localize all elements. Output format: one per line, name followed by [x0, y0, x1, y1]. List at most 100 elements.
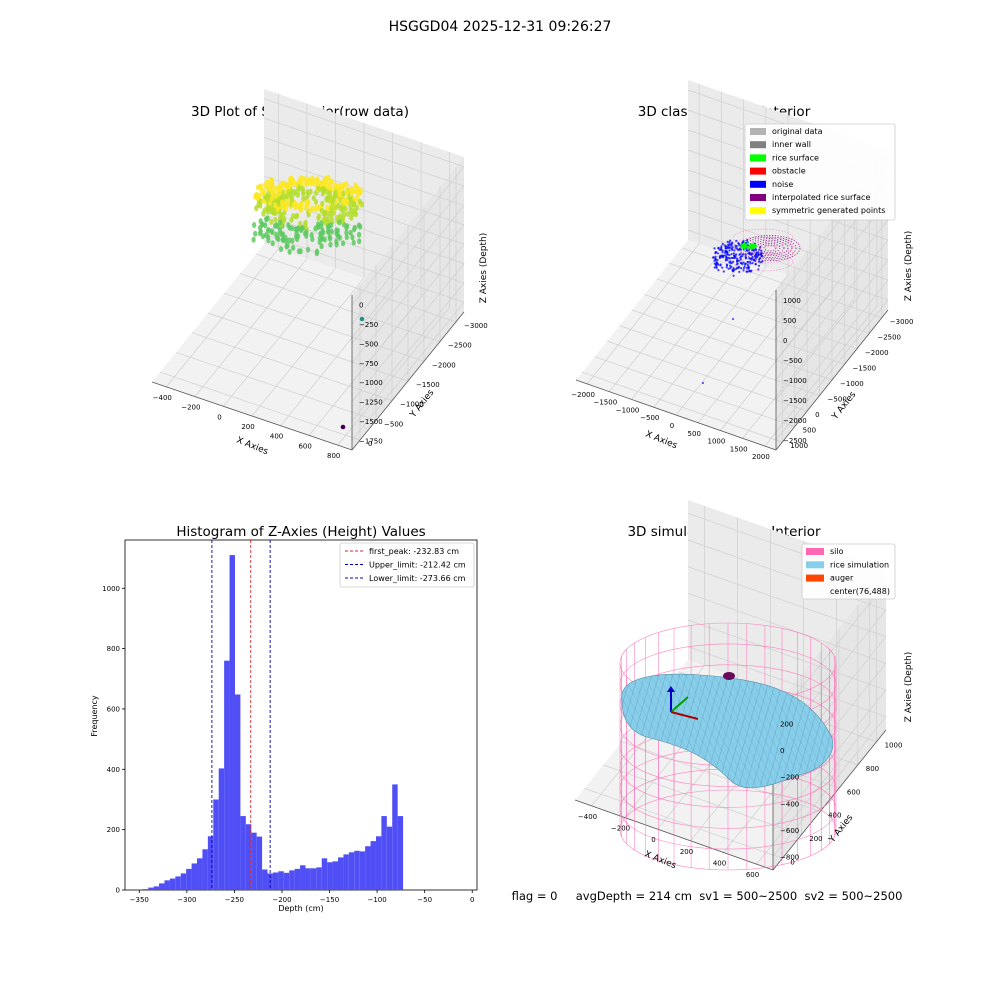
hist-bar — [142, 889, 149, 890]
cls-noise-point — [739, 252, 742, 255]
hist-reference-lines — [211, 540, 271, 890]
hist-bar — [289, 870, 295, 890]
raw-point — [287, 248, 292, 255]
status-footer: flag = 0 avgDepth = 214 cm sv1 = 500~250… — [512, 889, 903, 903]
cls-x-tick-label: −2000 — [571, 391, 595, 399]
cls-noise-point — [721, 249, 724, 252]
cls-noise-point — [758, 258, 761, 261]
cls-noise-point — [747, 265, 750, 268]
hist-bar — [191, 863, 198, 890]
raw-point — [349, 198, 354, 205]
raw-point — [345, 210, 351, 217]
cls-noise-point — [712, 256, 715, 259]
cls-y-tick-label: −1500 — [852, 364, 876, 372]
raw-point — [292, 190, 297, 197]
raw-point — [353, 188, 358, 195]
cls-noise-point — [747, 270, 750, 273]
raw-point — [329, 228, 334, 235]
sim-x-tick-label: 600 — [746, 871, 759, 879]
hist-bar — [197, 858, 203, 890]
cls-noise-point — [736, 257, 739, 260]
raw-point — [336, 202, 341, 209]
cls-noise-point — [737, 259, 741, 262]
cls-interpolated-surface — [743, 236, 797, 260]
hist-bar — [213, 799, 219, 890]
raw-x-axis-line — [151, 381, 353, 451]
sim-center-z-arrowhead — [667, 686, 675, 692]
sim-legend-label: silo — [830, 547, 844, 556]
cls-y-tick-label: −500 — [828, 396, 847, 404]
hist-bar — [272, 872, 279, 890]
hist-bar — [240, 816, 246, 890]
cls-noise-point — [714, 257, 717, 260]
cls-noise-point — [702, 382, 704, 384]
hist-bar — [175, 876, 181, 890]
raw-point — [338, 182, 344, 189]
hist-x-ticks: −350 −300 −250 −200 −150 −100 −50 0 — [130, 890, 474, 904]
hist-y-tick-label: 0 — [116, 887, 120, 895]
raw-point — [266, 227, 271, 234]
raw-point — [283, 193, 288, 200]
raw-point — [348, 229, 353, 236]
cls-noise-point — [745, 270, 748, 273]
cls-noise-point — [748, 251, 751, 254]
cls-noise-point — [759, 261, 762, 264]
cls-legend-swatch — [750, 141, 766, 149]
cls-noise-point — [717, 246, 720, 249]
cls-x-grid — [631, 99, 744, 400]
cls-interpolated-surface — [755, 241, 785, 255]
cls-noise-point — [729, 262, 732, 265]
raw-point — [260, 233, 265, 240]
raw-point — [280, 180, 285, 187]
cls-noise-point — [757, 268, 760, 271]
hist-bar — [148, 887, 154, 890]
raw-z-grid — [263, 233, 465, 441]
cls-noise-point — [717, 269, 720, 272]
raw-point — [295, 236, 300, 243]
raw-point — [316, 215, 321, 221]
raw-point — [251, 236, 256, 243]
cls-interpolated-surface — [739, 235, 801, 261]
cls-noise-point — [728, 249, 731, 252]
cls-noise-point — [739, 258, 742, 261]
cls-silo-ring — [732, 236, 794, 256]
cls-noise-point — [732, 274, 735, 277]
raw-point — [337, 191, 342, 198]
raw-point — [340, 198, 345, 205]
cls-noise-point — [730, 265, 733, 269]
raw-x-grid — [280, 132, 393, 426]
raw-point — [289, 197, 294, 204]
cls-noise-point — [715, 260, 718, 264]
raw-point — [287, 237, 292, 244]
hist-bar — [169, 878, 176, 890]
cls-z-tick-label: −2500 — [783, 437, 807, 445]
hist-y-ticks: 0 200 400 600 800 1000 — [102, 585, 125, 895]
classify-plot-ticks: −2000−1500−1000−500050010001500200010005… — [571, 297, 913, 461]
cls-noise-point — [752, 258, 756, 261]
cls-y-tick-label: 500 — [803, 427, 816, 435]
sim-legend-swatch — [806, 561, 824, 569]
cls-rice-point — [746, 247, 749, 250]
cls-noise-point — [751, 252, 754, 255]
raw-point — [252, 222, 257, 228]
raw-y-tick-label: −3000 — [464, 322, 488, 330]
cls-y-tick-label: −3000 — [890, 318, 914, 326]
hist-legend-label: Upper_limit: -212.42 cm — [369, 561, 466, 570]
raw-point — [278, 246, 284, 253]
hist-bar — [256, 836, 263, 890]
raw-z-tick-label: −500 — [359, 340, 378, 348]
cls-noise-point — [751, 262, 754, 265]
cls-noise-point — [747, 267, 750, 270]
raw-point — [265, 204, 270, 211]
cls-noise-point — [713, 266, 716, 269]
raw-point — [257, 230, 263, 237]
hist-y-tick-label: 400 — [107, 766, 120, 774]
raw-point — [300, 185, 305, 192]
raw-point — [328, 241, 333, 248]
raw-point — [316, 185, 321, 192]
raw-point — [337, 234, 342, 241]
raw-point — [326, 228, 331, 235]
hist-bar — [300, 865, 306, 890]
raw-point — [313, 199, 319, 205]
hist-x-tick-label: −100 — [367, 896, 386, 904]
